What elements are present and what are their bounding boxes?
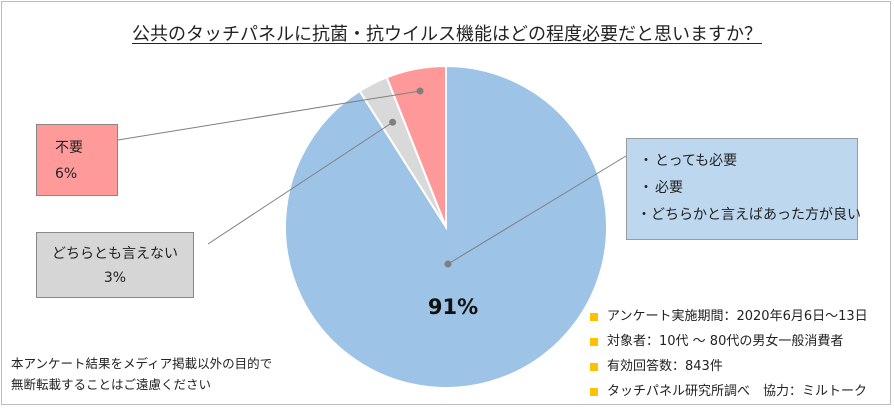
slice-label-necessary-item: ・ 必要 [637, 175, 857, 202]
disclaimer-line: 無断転載することはご遠慮ください [11, 377, 212, 392]
survey-info: アンケート実施期間：2020年6月6日～13日 対象者：10代 ～ 80代の男女… [590, 304, 868, 404]
bullet-mark: ・ [639, 180, 653, 196]
survey-info-text: アンケート実施期間：2020年6月6日～13日 [607, 309, 868, 324]
slice-label-necessary: ・ とっても必要 ・ 必要 ・ どちらかと言えばあった方が良い [626, 138, 861, 240]
bullet-mark: ・ [639, 153, 653, 169]
slice-label-necessary-item-text: どちらかと言えばあった方が良い [651, 207, 861, 223]
bullet-mark: ・ [637, 207, 651, 223]
survey-info-row: 対象者：10代 ～ 80代の男女一般消費者 [590, 329, 868, 354]
survey-info-row: アンケート実施期間：2020年6月6日～13日 [590, 304, 868, 329]
slice-label-either: どちらとも言えない 3% [36, 232, 194, 298]
leader-line-unnecessary [117, 90, 421, 141]
leader-dot-either [389, 118, 397, 126]
chart-title: 公共のタッチパネルに抗菌・抗ウイルス機能はどの程度必要だと思いますか？ [132, 24, 762, 45]
square-bullet-icon [590, 312, 598, 321]
slice-label-necessary-item-text: 必要 [655, 180, 683, 196]
leader-line-either [207, 121, 393, 245]
square-bullet-icon [590, 387, 598, 396]
slice-label-necessary-item: ・ どちらかと言えばあった方が良い [637, 202, 861, 229]
survey-info-row: 有効回答数：843件 [590, 354, 868, 379]
leader-dot-necessary [444, 260, 452, 268]
slice-label-either-name: どちらとも言えない [52, 246, 178, 262]
leader-dot-unnecessary [416, 87, 424, 95]
slice-label-unnecessary: 不要 6% [36, 124, 118, 196]
slice-label-necessary-item-text: とっても必要 [655, 153, 738, 169]
leader-line-necessary [447, 155, 627, 265]
survey-info-row: タッチパネル研究所調べ 協力：ミルトーク [590, 379, 868, 404]
survey-info-text: 対象者：10代 ～ 80代の男女一般消費者 [607, 334, 844, 349]
survey-info-text: タッチパネル研究所調べ 協力：ミルトーク [607, 384, 868, 399]
survey-info-text: 有効回答数：843件 [607, 359, 723, 374]
disclaimer-line: 本アンケート結果をメディア掲載以外の目的で [11, 356, 273, 371]
slice-label-unnecessary-value: 6% [55, 166, 78, 182]
pie-slice-unnecessary [385, 64, 447, 228]
square-bullet-icon [590, 362, 598, 371]
slice-label-either-value: 3% [103, 270, 127, 286]
slice-value-label-necessary: 91% [428, 295, 478, 319]
disclaimer: 本アンケート結果をメディア掲載以外の目的で 無断転載することはご遠慮ください [11, 353, 272, 395]
slice-label-unnecessary-name: 不要 [55, 140, 83, 156]
slice-label-necessary-item: ・ とっても必要 [637, 148, 857, 175]
square-bullet-icon [590, 337, 598, 346]
